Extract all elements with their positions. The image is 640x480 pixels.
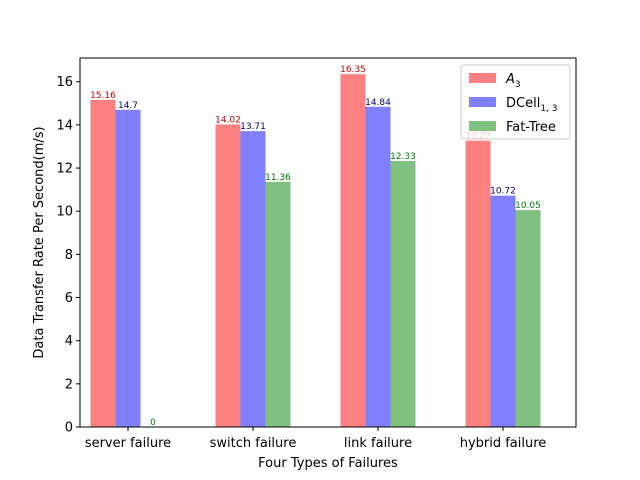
legend-label-base: Fat-Tree: [506, 120, 556, 135]
y-tick-label: 0: [65, 421, 73, 436]
x-tick-label: server failure: [85, 436, 171, 451]
data-label: 14.02: [215, 115, 241, 125]
bar-dcell-2: [365, 106, 391, 427]
legend-swatch: [469, 121, 496, 131]
bars-group: [90, 74, 541, 428]
bar-dcell-0: [115, 109, 141, 427]
bar-a-3: [465, 140, 491, 427]
data-label: 12.33: [390, 152, 416, 162]
data-label: 10.72: [490, 187, 516, 197]
data-label: 14.84: [365, 98, 391, 108]
legend-label-base: A: [505, 72, 515, 87]
legend-swatch: [469, 97, 496, 107]
legend-box: [460, 64, 571, 140]
legend-label: Fat-Tree: [506, 120, 556, 135]
bar-a-2: [340, 74, 366, 428]
x-tick-label: switch failure: [210, 436, 297, 451]
bar-fat-tree-3: [515, 210, 541, 427]
legend: A3 DCell1, 3 Fat-Tree: [460, 64, 571, 140]
legend-label-subscript: 3: [515, 80, 521, 90]
legend-label-base: DCell: [506, 96, 540, 111]
data-label: 0: [150, 418, 156, 428]
bar-fat-tree-2: [390, 160, 416, 427]
data-label: 13.71: [240, 122, 266, 132]
data-label: 15.16: [90, 91, 116, 101]
x-axis-title: Four Types of Failures: [258, 456, 398, 471]
bar-fat-tree-1: [265, 181, 291, 427]
x-tick-label: hybrid failure: [460, 436, 547, 451]
data-labels-group: 15.1614.0216.3513.2714.713.7114.8410.720…: [90, 65, 541, 428]
y-tick-label: 16: [56, 75, 73, 90]
y-tick-label: 6: [65, 291, 73, 306]
legend-swatch: [469, 73, 496, 83]
bar-dcell-3: [490, 195, 516, 427]
y-tick-label: 8: [65, 248, 73, 263]
legend-label-subscript: 1, 3: [540, 104, 557, 114]
y-tick-label: 4: [65, 334, 73, 349]
data-label: 11.36: [265, 173, 291, 183]
y-tick-label: 14: [56, 118, 73, 133]
x-tick-label: link failure: [344, 436, 412, 451]
bar-dcell-1: [240, 131, 266, 427]
y-axis: 0 2 4 6 8 10 12 14 16: [56, 75, 80, 436]
y-tick-label: 2: [65, 377, 73, 392]
data-label: 14.7: [118, 101, 138, 111]
legend-label: DCell1, 3: [506, 96, 558, 114]
bar-a-0: [90, 99, 116, 427]
x-axis: server failure switch failure link failure…: [85, 427, 546, 451]
plot-area-frame: [79, 57, 577, 428]
legend-label: A3: [505, 72, 521, 90]
data-label: 16.35: [340, 65, 366, 75]
bar-a-1: [215, 124, 241, 427]
y-tick-label: 10: [56, 205, 73, 220]
y-tick-label: 12: [56, 162, 73, 177]
data-label: 10.05: [515, 201, 541, 211]
y-axis-title: Data Transfer Rate Per Second(m/s): [32, 126, 47, 358]
